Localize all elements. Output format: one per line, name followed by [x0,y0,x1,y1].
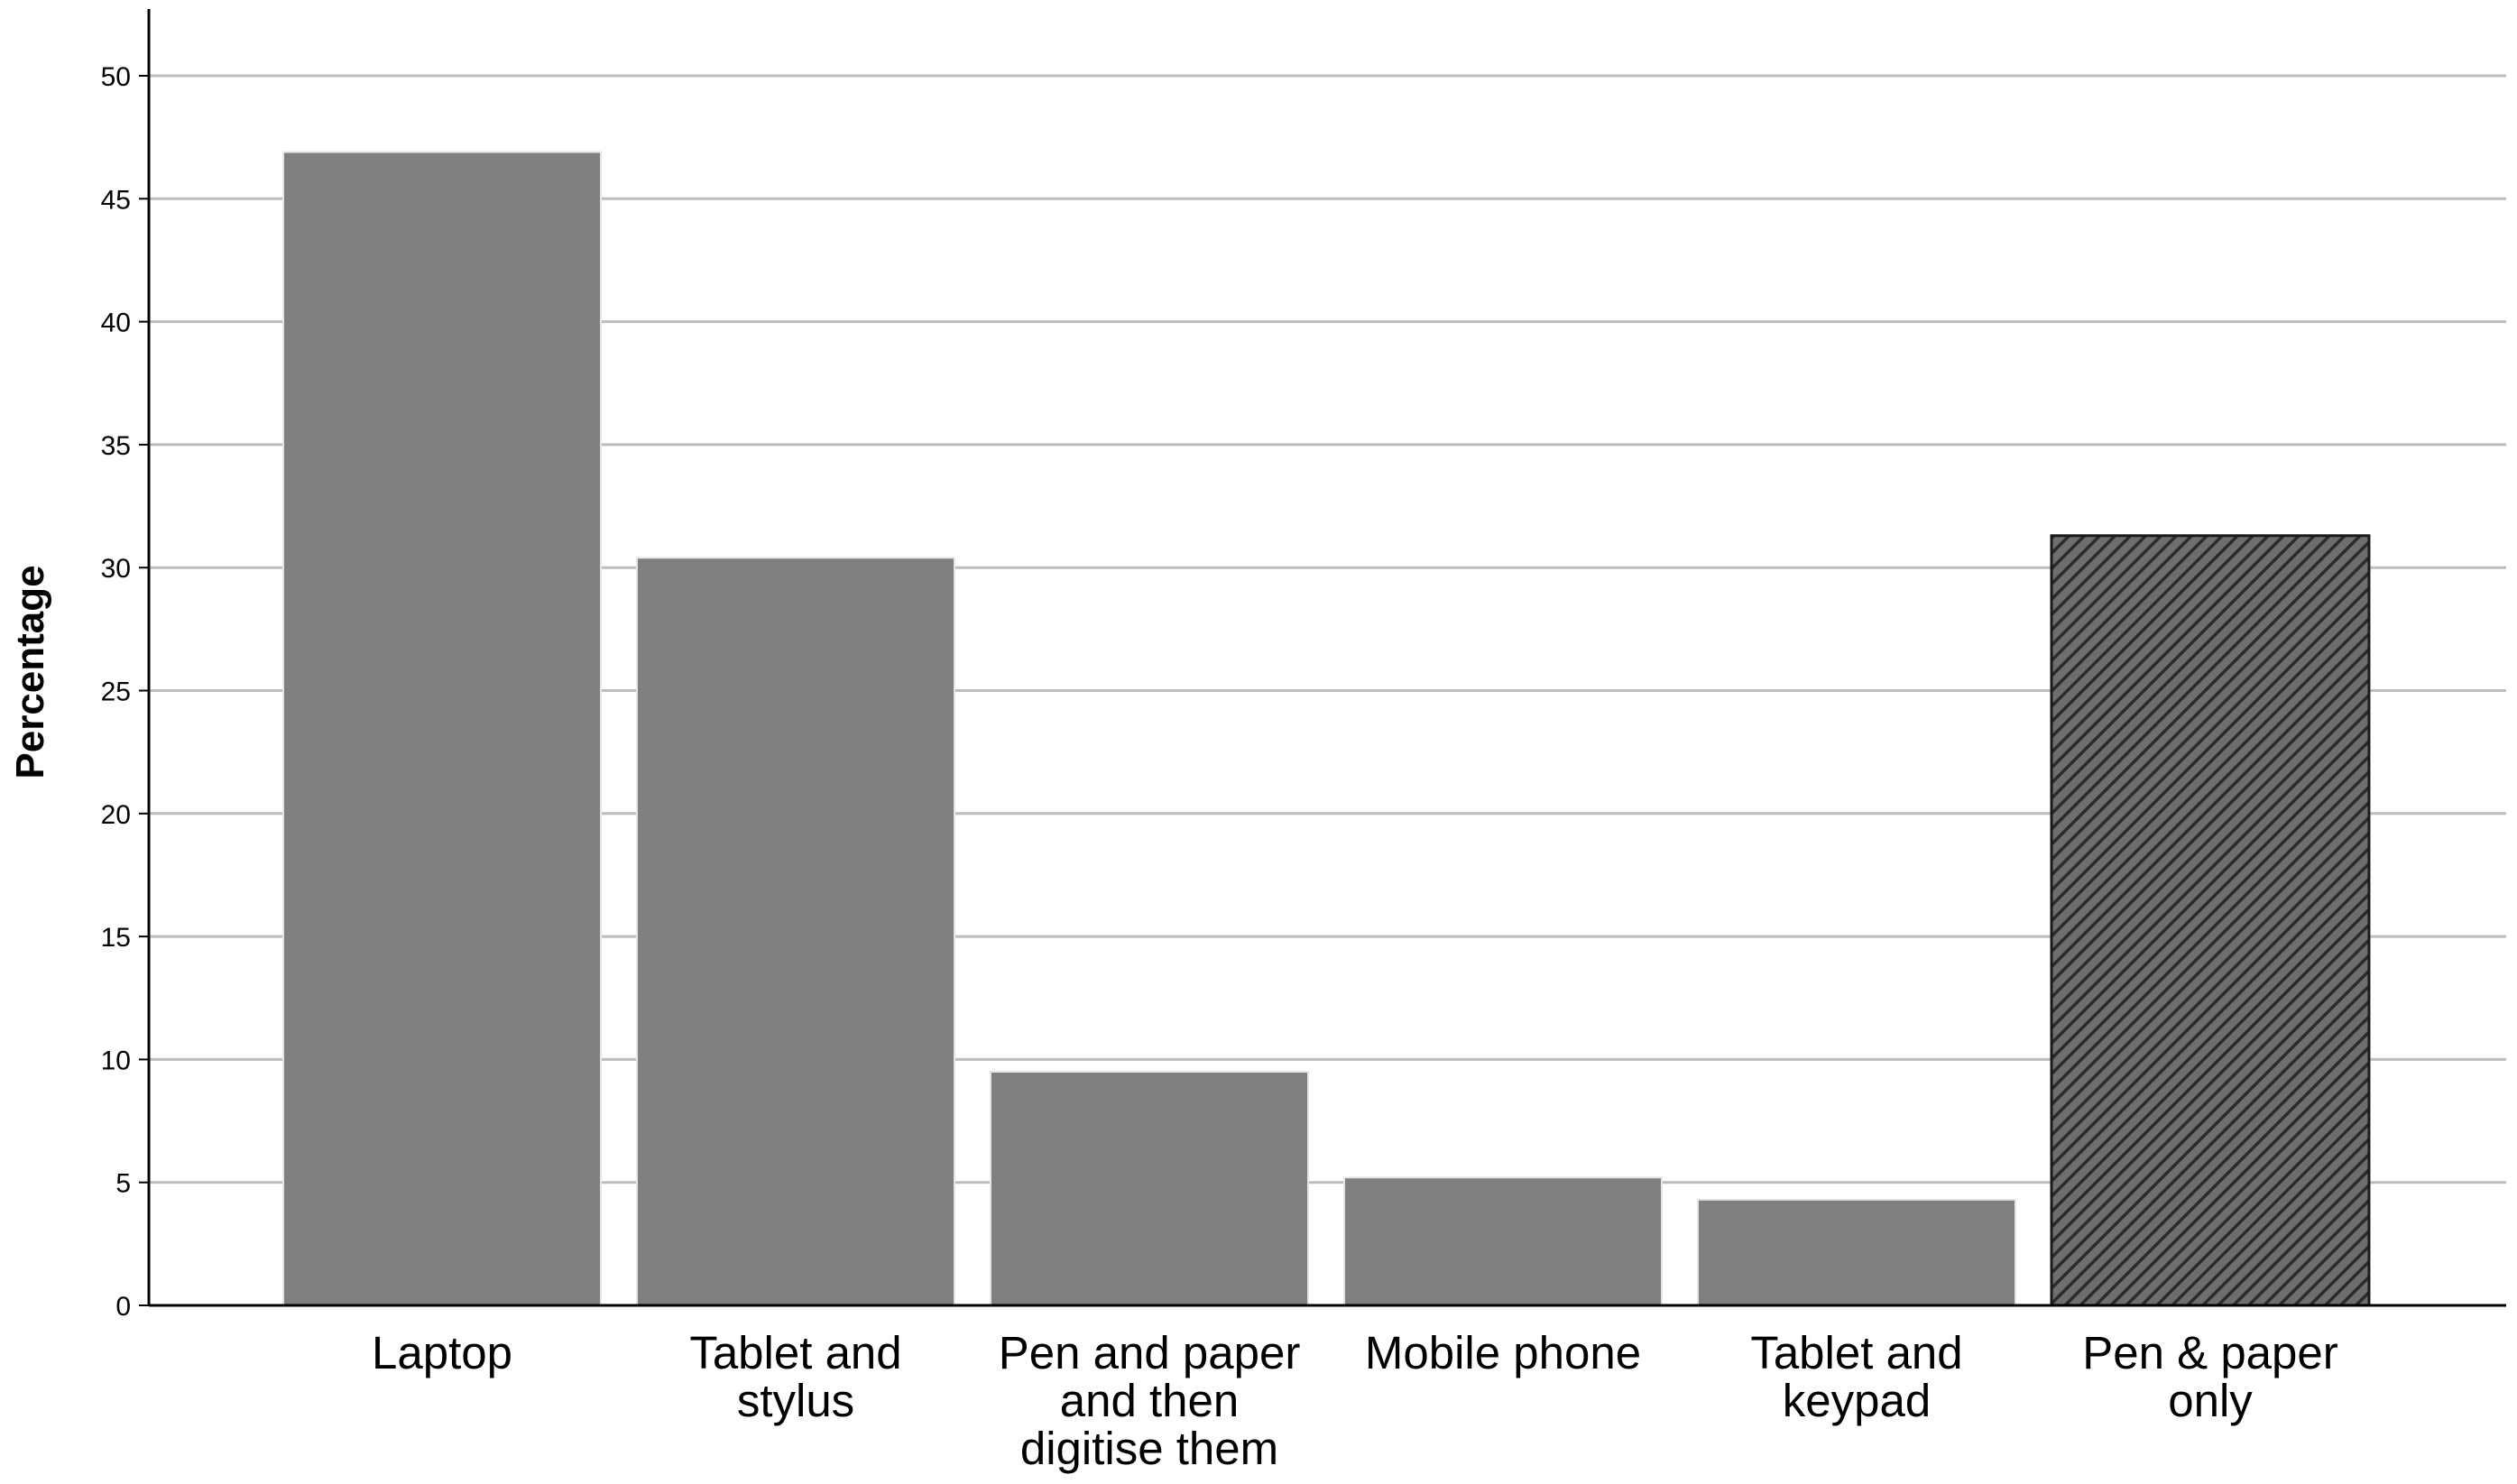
y-tick-label: 20 [101,800,131,830]
x-category-labels: Laptop Tablet and stylus Pen and paper and t… [372,1327,2338,1474]
y-tick-label: 35 [101,431,131,461]
bar [282,151,602,1307]
bars [282,151,2371,1307]
bar [1697,1198,2016,1306]
axes [139,9,2506,1307]
x-category-label: Tablet and stylus [689,1327,901,1426]
y-tick-label: 45 [101,185,131,215]
x-category-label: Pen and paper and then digitise them [999,1327,1301,1474]
x-category-label: Laptop [372,1327,512,1378]
y-tick-label: 5 [115,1169,131,1199]
y-tick-label: 0 [115,1292,131,1322]
x-category-label: Tablet and keypad [1750,1327,1962,1426]
y-axis-title: Percentage [8,565,52,779]
y-tick-label: 50 [101,62,131,92]
y-tick-labels: 0 5 10 15 20 25 30 35 40 45 50 [101,62,131,1322]
bar [2050,534,2371,1307]
y-tick-label: 40 [101,309,131,338]
x-category-label: Pen & paper only [2082,1327,2338,1426]
bar [636,557,955,1306]
bar [990,1071,1309,1307]
y-tick-label: 30 [101,554,131,584]
y-tick-label: 25 [101,677,131,707]
bar [1343,1176,1663,1307]
x-category-label: Mobile phone [1365,1327,1641,1378]
y-tick-label: 10 [101,1046,131,1075]
y-tick-label: 15 [101,923,131,953]
